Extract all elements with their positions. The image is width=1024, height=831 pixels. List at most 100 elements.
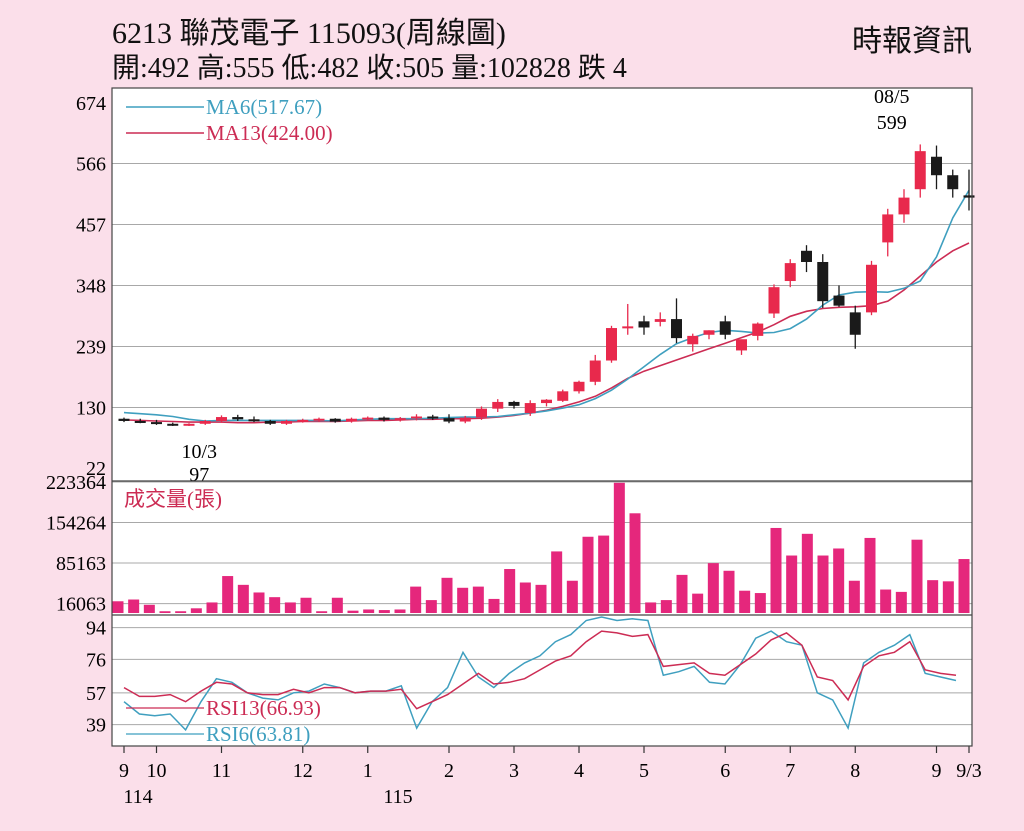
volume-bar bbox=[582, 536, 594, 613]
volume-bar bbox=[566, 580, 578, 613]
chart-title: 6213 聯茂電子 115093(周線圖) bbox=[112, 17, 506, 50]
x-tick-label: 9 bbox=[932, 760, 942, 782]
rsi-lines bbox=[123, 616, 957, 732]
volume-bar bbox=[284, 602, 296, 613]
volume-bar bbox=[519, 582, 531, 613]
price-legend: MA6(517.67)MA13(424.00) bbox=[126, 95, 333, 145]
volume-bar bbox=[504, 569, 516, 613]
rsi-legend: RSI13(66.93)RSI6(63.81) bbox=[126, 696, 321, 746]
candle-body bbox=[346, 418, 357, 422]
candle-body bbox=[947, 175, 959, 190]
rsi6-line bbox=[123, 616, 957, 732]
volume-bar bbox=[958, 559, 970, 613]
volume-tick-label: 154264 bbox=[46, 513, 106, 535]
volume-bar bbox=[269, 597, 281, 613]
volume-bar bbox=[598, 535, 610, 613]
volume-bar bbox=[457, 587, 469, 613]
candle-body bbox=[248, 419, 260, 422]
candle-body bbox=[638, 321, 650, 328]
volume-bar bbox=[676, 574, 688, 613]
candle-body bbox=[963, 195, 975, 198]
price-tick-label: 239 bbox=[76, 337, 106, 359]
candle-body bbox=[297, 419, 309, 422]
volume-bar bbox=[175, 611, 187, 613]
candle-body bbox=[427, 416, 439, 419]
x-tick-label: 6 bbox=[720, 760, 730, 782]
x-tick-label: 11 bbox=[212, 760, 231, 782]
volume-bar bbox=[394, 609, 406, 613]
candle-body bbox=[313, 418, 325, 421]
low-value-label: 97 bbox=[189, 464, 209, 486]
candle-body bbox=[508, 401, 520, 406]
volume-tick-label: 223364 bbox=[46, 472, 106, 494]
candle-body bbox=[914, 151, 926, 190]
candle-body bbox=[687, 335, 699, 345]
volume-tick-label: 16063 bbox=[56, 594, 106, 616]
volume-bar bbox=[253, 592, 265, 613]
candle-body bbox=[671, 319, 682, 339]
candle-body bbox=[183, 423, 195, 426]
low-date-label: 10/3 bbox=[181, 441, 217, 463]
x-tick-label: 8 bbox=[850, 760, 860, 782]
volume-bar bbox=[441, 577, 453, 613]
volume-bar bbox=[629, 513, 641, 613]
candle-body bbox=[459, 417, 471, 422]
candle-body bbox=[752, 323, 764, 336]
price-tick-label: 566 bbox=[76, 153, 106, 175]
ohlc-summary: 開:492 高:555 低:482 收:505 量:102828 跌 4 bbox=[112, 53, 627, 84]
candle-body bbox=[833, 295, 845, 306]
candle-body bbox=[606, 328, 617, 361]
candle-body bbox=[443, 418, 455, 422]
candle-body bbox=[329, 418, 341, 422]
volume-tick-label: 85163 bbox=[56, 553, 106, 575]
volume-bar bbox=[848, 580, 860, 613]
volume-bar bbox=[425, 600, 437, 613]
volume-bar bbox=[613, 482, 625, 613]
candle-body bbox=[411, 416, 422, 419]
volume-bar bbox=[692, 593, 704, 613]
candle-body bbox=[719, 321, 731, 335]
rsi-tick-label: 94 bbox=[86, 618, 106, 640]
candle-body bbox=[866, 264, 877, 313]
high-date-label: 08/5 bbox=[874, 86, 910, 108]
candle-body bbox=[232, 417, 244, 420]
candle-body bbox=[281, 420, 292, 424]
candle-body bbox=[589, 360, 601, 382]
volume-bars bbox=[112, 482, 970, 613]
candle-body bbox=[134, 420, 146, 423]
volume-bar bbox=[895, 591, 907, 613]
candle-body bbox=[931, 156, 942, 176]
x-tick-label: 10 bbox=[147, 760, 167, 782]
volume-bar bbox=[331, 597, 343, 613]
volume-bar bbox=[786, 555, 798, 613]
x-tick-label: 1 bbox=[363, 760, 373, 782]
candle-body bbox=[264, 420, 276, 424]
volume-bar bbox=[128, 599, 140, 613]
rsi13-legend-label: RSI13(66.93) bbox=[206, 696, 321, 720]
volume-bar bbox=[942, 581, 954, 613]
x-tick-label: 7 bbox=[785, 760, 795, 782]
candle-body bbox=[541, 399, 552, 404]
volume-bar bbox=[472, 586, 484, 613]
price-grid bbox=[112, 162, 972, 409]
volume-bar bbox=[410, 586, 422, 613]
rsi13-line bbox=[123, 630, 957, 710]
volume-bar bbox=[300, 597, 312, 613]
x-year-label: 115 bbox=[383, 786, 412, 808]
candle-body bbox=[898, 197, 910, 215]
candle-body bbox=[654, 319, 666, 322]
price-tick-label: 457 bbox=[76, 214, 106, 236]
volume-bar bbox=[707, 563, 719, 613]
candle-body bbox=[394, 418, 406, 421]
candle-body bbox=[492, 401, 504, 409]
candlesticks bbox=[118, 144, 975, 427]
volume-title: 成交量(張) bbox=[124, 487, 222, 511]
candle-body bbox=[199, 420, 211, 424]
volume-bar bbox=[770, 527, 782, 613]
price-tick-label: 674 bbox=[76, 93, 106, 115]
plot-background bbox=[112, 88, 972, 746]
rsi-tick-label: 57 bbox=[86, 683, 106, 705]
candle-body bbox=[703, 330, 715, 335]
candle-body bbox=[817, 261, 829, 302]
